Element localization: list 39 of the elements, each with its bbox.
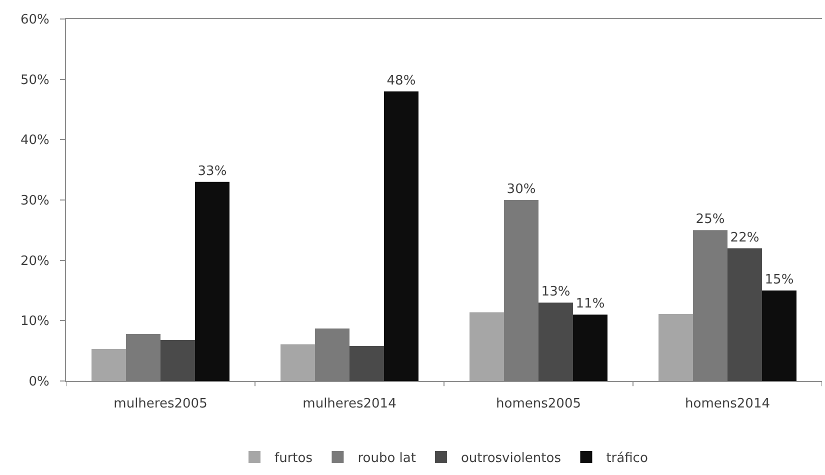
data-label: 33% <box>198 164 227 179</box>
y-tick-label: 0% <box>28 374 50 390</box>
y-tick-label: 60% <box>20 12 50 28</box>
bar <box>728 248 762 381</box>
bar <box>572 314 608 381</box>
bar <box>538 302 573 381</box>
x-tick-label: mulheres2005 <box>114 396 208 412</box>
bar <box>384 91 418 381</box>
legend-label: furtos <box>274 451 313 466</box>
bar <box>280 344 316 381</box>
bar <box>126 334 160 381</box>
y-tick-label: 30% <box>20 194 50 209</box>
bar <box>504 200 538 381</box>
bar <box>658 314 694 381</box>
bar <box>693 230 728 381</box>
bar <box>160 340 195 381</box>
bar <box>350 346 384 381</box>
bar <box>762 290 796 381</box>
legend-label: outrosviolentos <box>460 451 562 466</box>
x-tick-label: homens2014 <box>685 396 770 412</box>
bar <box>194 182 230 381</box>
data-label: 22% <box>730 230 760 246</box>
bar <box>470 312 504 381</box>
data-label: 11% <box>576 296 605 312</box>
y-tick-label: 40% <box>20 133 50 148</box>
data-label: 30% <box>506 182 536 197</box>
y-tick-label: 50% <box>20 72 50 88</box>
data-label: 25% <box>696 212 725 228</box>
legend-label: roubo lat <box>358 451 416 466</box>
data-label: 13% <box>541 284 570 300</box>
data-label: 15% <box>764 272 794 288</box>
y-tick-label: 10% <box>20 314 50 330</box>
x-tick-label: homens2005 <box>496 396 581 412</box>
data-label: 48% <box>386 73 416 88</box>
x-tick-label: mulheres2014 <box>302 396 396 412</box>
y-tick-label: 20% <box>20 254 50 269</box>
legend-label: tráfico <box>606 451 648 466</box>
bar <box>315 328 350 381</box>
bar <box>92 349 126 381</box>
